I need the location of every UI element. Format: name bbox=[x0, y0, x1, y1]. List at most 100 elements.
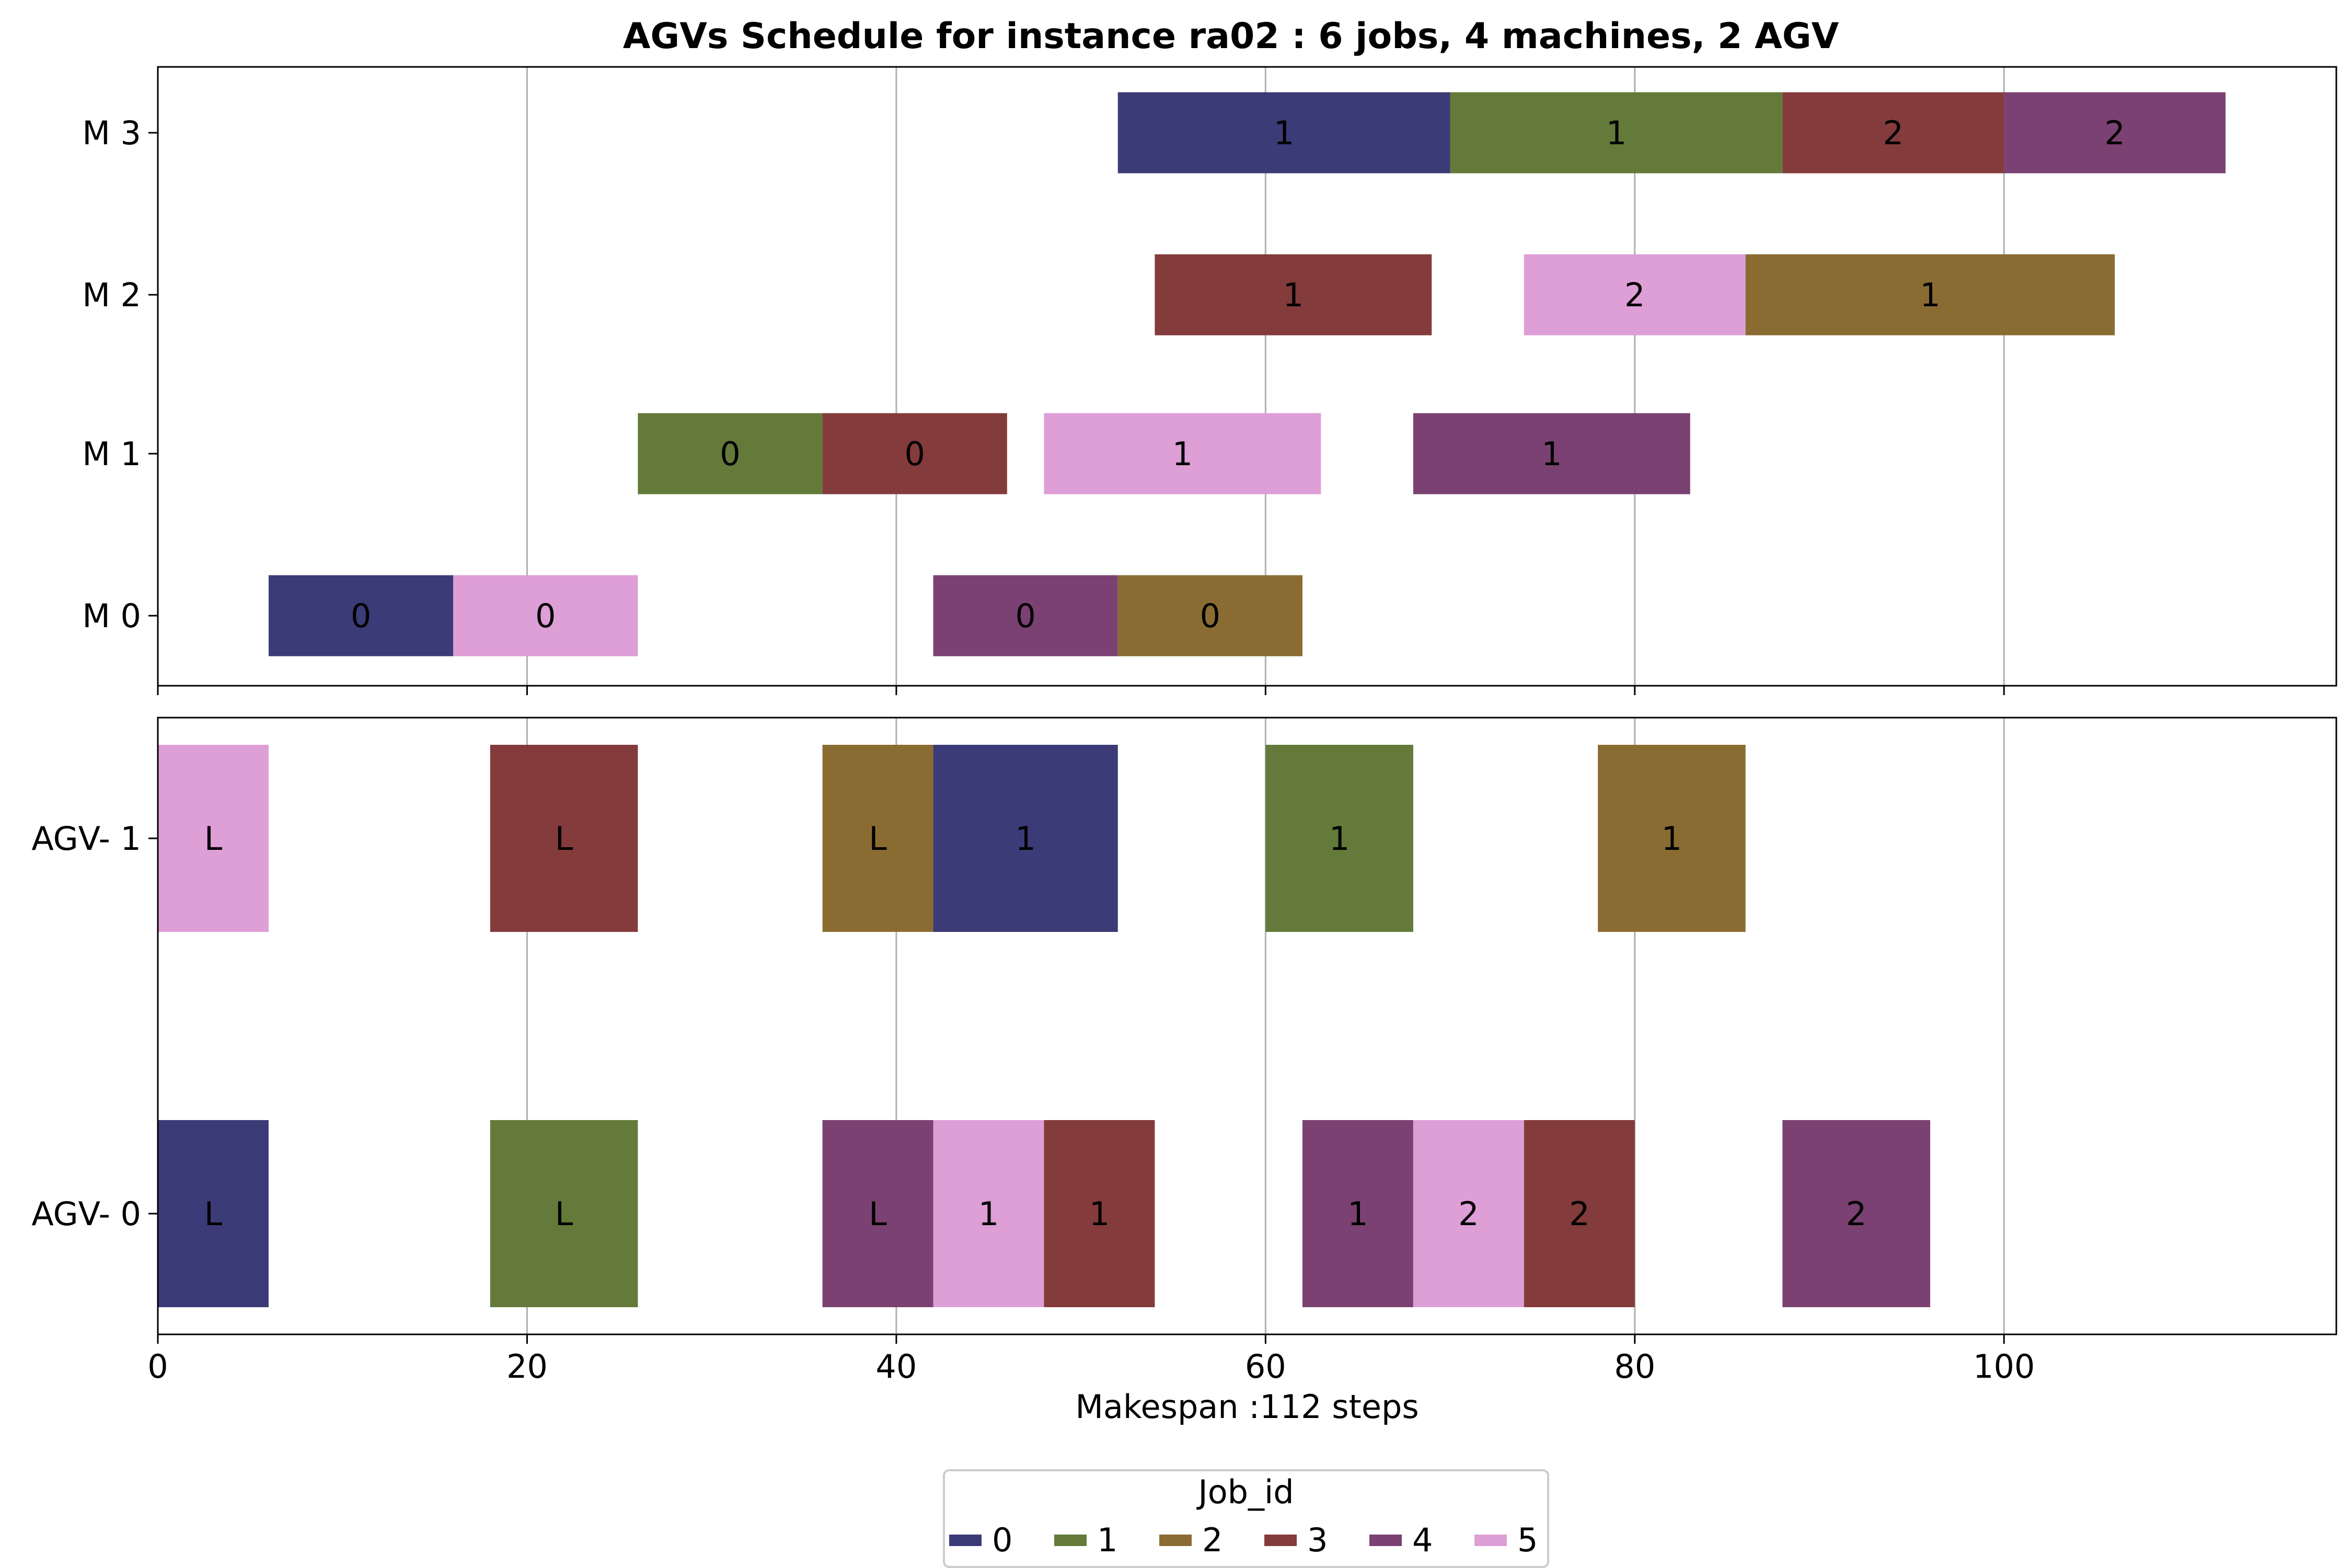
machine-task-label: 2 bbox=[1883, 114, 1904, 152]
legend-swatch bbox=[1054, 1535, 1087, 1546]
machine-row-label: M 1 bbox=[82, 435, 141, 473]
machine-task-bar bbox=[1782, 92, 2004, 174]
legend-swatch bbox=[949, 1535, 982, 1546]
agv-task-bar bbox=[490, 1120, 638, 1307]
machine-task-label: 1 bbox=[1606, 114, 1627, 152]
agv-task-bar bbox=[1044, 1120, 1155, 1307]
machines-panel-frame bbox=[157, 66, 2337, 687]
agv-task-label: 2 bbox=[1569, 1195, 1589, 1233]
agv-task-bar bbox=[1782, 1120, 1930, 1307]
agv-row-label: AGV- 1 bbox=[31, 820, 141, 858]
legend-swatch bbox=[1474, 1535, 1507, 1546]
agv-task-bar bbox=[1265, 745, 1413, 932]
machine-row-label: M 2 bbox=[82, 276, 141, 314]
agv-row-labels: AGV- 0 AGV- 1 bbox=[31, 820, 158, 1233]
agv-task-bar bbox=[822, 1120, 933, 1307]
machine-task-label: 1 bbox=[1274, 114, 1294, 152]
agv-task-label: 1 bbox=[1015, 820, 1035, 858]
legend-swatch bbox=[1369, 1535, 1402, 1546]
agv-task-label: L bbox=[204, 820, 223, 858]
machine-task-bar bbox=[638, 413, 823, 494]
x-tick-label: 100 bbox=[1973, 1347, 2035, 1386]
legend-label: 2 bbox=[1202, 1521, 1223, 1559]
agv-panel: L L L 1 1 1 L L L 1 1 1 2 2 2 AGV- 0 AGV- 1 0 20 40 60 80 10… bbox=[31, 717, 2337, 1386]
machine-task-label: 1 bbox=[1283, 276, 1304, 314]
machine-task-label: 2 bbox=[1624, 276, 1645, 314]
machine-task-bar bbox=[1155, 254, 1432, 336]
machines-panel: 0 0 0 0 0 0 1 1 1 2 1 1 1 2 2 M 0 M 1 M 2 M 3 bbox=[82, 66, 2337, 695]
agv-x-ticks: 0 20 40 60 80 100 bbox=[147, 1334, 2035, 1386]
machine-task-label: 2 bbox=[2104, 114, 2125, 152]
legend-swatch bbox=[1159, 1535, 1192, 1546]
machine-task-bar bbox=[1450, 92, 1783, 174]
agv-task-label: L bbox=[869, 820, 887, 858]
legend-entries: 0 1 2 3 4 5 bbox=[949, 1521, 1538, 1559]
agv-task-label: L bbox=[555, 820, 573, 858]
machines-row-labels: M 0 M 1 M 2 M 3 bbox=[82, 114, 158, 635]
machine-row-label: M 0 bbox=[82, 597, 141, 635]
machine-task-bar bbox=[2004, 92, 2226, 174]
legend-label: 5 bbox=[1517, 1521, 1538, 1559]
machine-task-bar bbox=[1117, 575, 1302, 656]
machine-task-label: 0 bbox=[1015, 597, 1035, 635]
legend-label: 4 bbox=[1412, 1521, 1433, 1559]
machines-x-ticks bbox=[157, 686, 2005, 695]
legend-label: 3 bbox=[1307, 1521, 1328, 1559]
machine-task-bar bbox=[933, 575, 1118, 656]
machine-task-label: 0 bbox=[535, 597, 556, 635]
agv-task-bar bbox=[1302, 1120, 1413, 1307]
agv-task-label: L bbox=[869, 1195, 887, 1233]
agv-task-label: 1 bbox=[1662, 820, 1682, 858]
machine-task-label: 0 bbox=[351, 597, 371, 635]
agv-bars: L L L 1 1 1 L L L 1 1 1 2 2 2 bbox=[158, 745, 1930, 1307]
legend-swatch bbox=[1264, 1535, 1297, 1546]
agv-task-bar bbox=[1598, 745, 1746, 932]
agv-task-label: L bbox=[555, 1195, 573, 1233]
x-tick-label: 20 bbox=[506, 1347, 548, 1386]
agv-task-bar bbox=[1413, 1120, 1524, 1307]
machine-task-bar bbox=[453, 575, 638, 656]
machine-task-bar bbox=[822, 413, 1007, 494]
legend: Job_id 0 1 2 3 4 5 bbox=[943, 1469, 1549, 1568]
agv-task-bar bbox=[933, 1120, 1044, 1307]
machine-task-label: 1 bbox=[1541, 435, 1562, 473]
agv-row-label: AGV- 0 bbox=[31, 1195, 141, 1233]
agv-task-bar bbox=[933, 745, 1118, 932]
machine-task-bar bbox=[1745, 254, 2115, 336]
machine-task-bar bbox=[1044, 413, 1321, 494]
legend-title: Job_id bbox=[1196, 1473, 1294, 1511]
machines-bars: 0 0 0 0 0 0 1 1 1 2 1 1 1 2 2 bbox=[268, 92, 2226, 656]
x-axis-label: Makespan :112 steps bbox=[1075, 1388, 1419, 1426]
machine-task-label: 0 bbox=[1200, 597, 1220, 635]
agv-task-label: L bbox=[204, 1195, 223, 1233]
x-tick-label: 80 bbox=[1614, 1347, 1655, 1386]
agv-task-bar bbox=[158, 1120, 269, 1307]
machine-task-bar bbox=[1117, 92, 1450, 174]
agv-task-bar bbox=[490, 745, 638, 932]
machine-row-label: M 3 bbox=[82, 114, 141, 152]
legend-label: 0 bbox=[992, 1521, 1012, 1559]
x-tick-label: 60 bbox=[1245, 1347, 1286, 1386]
x-tick-label: 0 bbox=[147, 1347, 168, 1386]
legend-label: 1 bbox=[1097, 1521, 1117, 1559]
machine-task-bar bbox=[1524, 254, 1746, 336]
machine-task-label: 1 bbox=[1172, 435, 1193, 473]
machine-task-label: 0 bbox=[904, 435, 925, 473]
agv-task-bar bbox=[822, 745, 933, 932]
agv-task-bar bbox=[1524, 1120, 1635, 1307]
chart-title: AGVs Schedule for instance ra02 : 6 jobs… bbox=[623, 16, 1839, 57]
agv-task-label: 1 bbox=[1089, 1195, 1110, 1233]
machine-task-bar bbox=[268, 575, 454, 656]
machine-task-label: 0 bbox=[720, 435, 740, 473]
agv-task-label: 1 bbox=[978, 1195, 999, 1233]
machine-task-bar bbox=[1413, 413, 1690, 494]
machine-task-label: 1 bbox=[1920, 276, 1940, 314]
agv-task-label: 1 bbox=[1347, 1195, 1368, 1233]
agv-task-bar bbox=[158, 745, 269, 932]
agv-task-label: 2 bbox=[1458, 1195, 1479, 1233]
agv-panel-frame bbox=[157, 717, 2337, 1335]
x-tick-label: 40 bbox=[875, 1347, 917, 1386]
agv-task-label: 1 bbox=[1329, 820, 1350, 858]
